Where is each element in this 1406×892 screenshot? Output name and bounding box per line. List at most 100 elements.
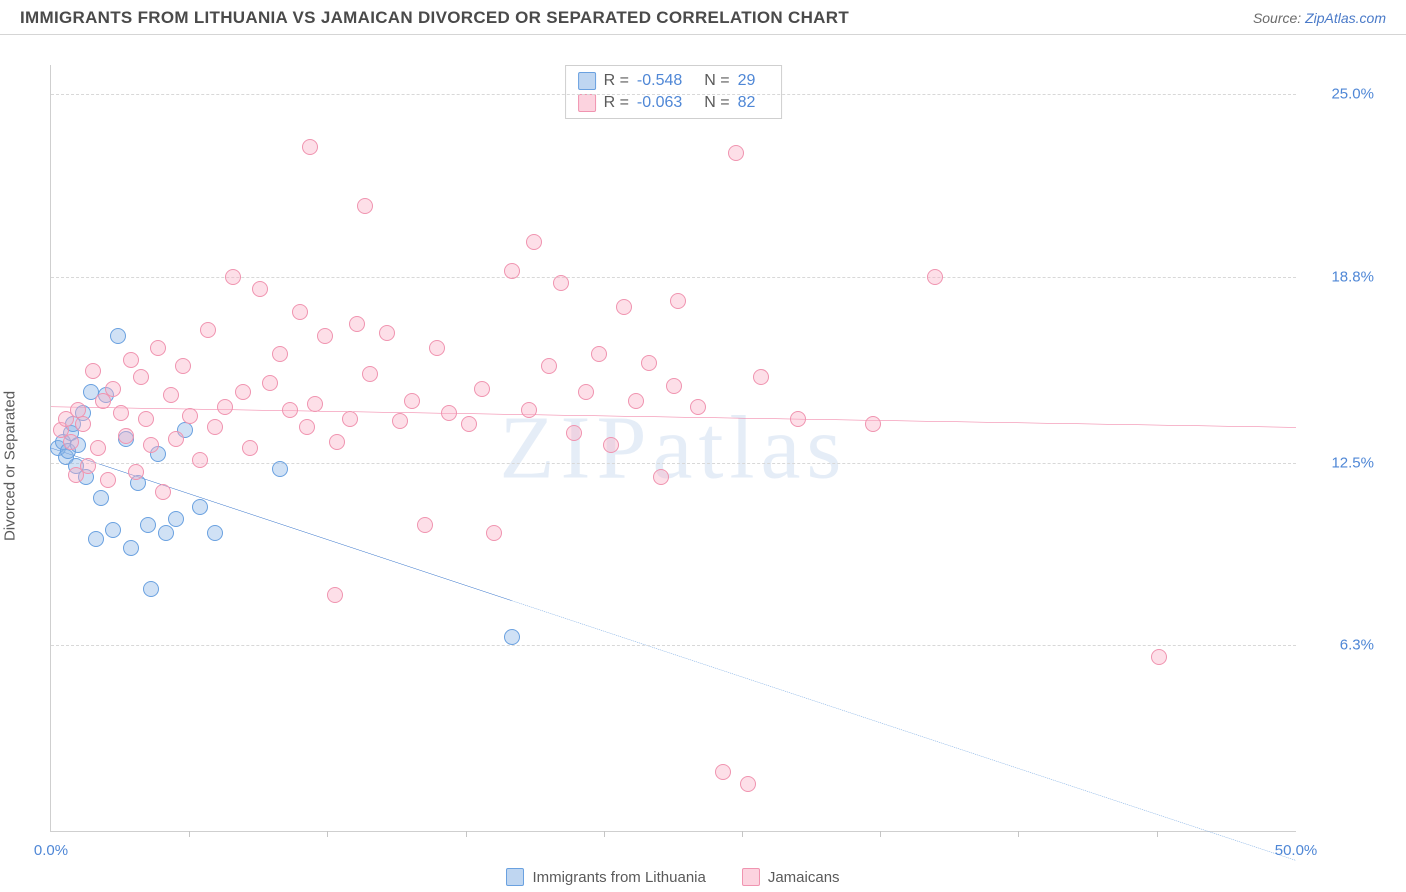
x-tick: [880, 831, 881, 837]
scatter-point: [927, 269, 943, 285]
scatter-point: [292, 304, 308, 320]
scatter-point: [128, 464, 144, 480]
scatter-point: [105, 522, 121, 538]
scatter-point: [653, 469, 669, 485]
scatter-point: [526, 234, 542, 250]
scatter-point: [105, 381, 121, 397]
scatter-point: [90, 440, 106, 456]
scatter-point: [790, 411, 806, 427]
scatter-point: [138, 411, 154, 427]
x-tick: [1018, 831, 1019, 837]
legend-stats-row: R = -0.548 N = 29: [578, 70, 770, 92]
scatter-point: [417, 517, 433, 533]
scatter-point: [342, 411, 358, 427]
x-tick: [466, 831, 467, 837]
scatter-point: [133, 369, 149, 385]
scatter-point: [521, 402, 537, 418]
scatter-point: [670, 293, 686, 309]
scatter-point: [143, 437, 159, 453]
scatter-point: [225, 269, 241, 285]
scatter-point: [566, 425, 582, 441]
gridline: [51, 645, 1296, 646]
legend-n-value: 82: [738, 94, 756, 112]
scatter-point: [182, 408, 198, 424]
scatter-point: [541, 358, 557, 374]
y-tick-label: 18.8%: [1331, 269, 1374, 286]
scatter-point: [715, 764, 731, 780]
scatter-point: [299, 419, 315, 435]
source-prefix: Source:: [1253, 10, 1305, 26]
scatter-point: [628, 393, 644, 409]
legend-r-label: R =: [604, 72, 629, 90]
x-tick: [742, 831, 743, 837]
source-link[interactable]: ZipAtlas.com: [1305, 10, 1386, 26]
scatter-point: [75, 416, 91, 432]
trend-line: [51, 407, 1296, 428]
plot-region: ZIPatlas R = -0.548 N = 29 R = -0.063 N …: [50, 65, 1296, 832]
scatter-point: [242, 440, 258, 456]
legend-label: Immigrants from Lithuania: [532, 869, 705, 886]
scatter-point: [329, 434, 345, 450]
scatter-point: [603, 437, 619, 453]
scatter-point: [150, 340, 166, 356]
y-tick-label: 25.0%: [1331, 86, 1374, 103]
bottom-legend: Immigrants from Lithuania Jamaicans: [50, 868, 1296, 886]
scatter-point: [143, 581, 159, 597]
scatter-point: [110, 328, 126, 344]
scatter-point: [163, 387, 179, 403]
scatter-point: [262, 375, 278, 391]
scatter-point: [235, 384, 251, 400]
scatter-point: [461, 416, 477, 432]
scatter-point: [207, 419, 223, 435]
gridline: [51, 94, 1296, 95]
scatter-point: [666, 378, 682, 394]
scatter-point: [690, 399, 706, 415]
scatter-point: [85, 363, 101, 379]
scatter-point: [192, 499, 208, 515]
legend-swatch-blue: [578, 72, 596, 90]
legend-n-label: N =: [704, 72, 729, 90]
x-tick: [327, 831, 328, 837]
scatter-point: [578, 384, 594, 400]
scatter-point: [349, 316, 365, 332]
scatter-point: [1151, 649, 1167, 665]
y-tick-label: 6.3%: [1340, 637, 1374, 654]
scatter-point: [591, 346, 607, 362]
scatter-point: [317, 328, 333, 344]
scatter-point: [302, 139, 318, 155]
legend-swatch-pink: [742, 868, 760, 886]
scatter-point: [486, 525, 502, 541]
trend-line-extrapolated: [512, 601, 1296, 861]
scatter-point: [118, 428, 134, 444]
scatter-point: [307, 396, 323, 412]
x-tick-label: 50.0%: [1275, 842, 1318, 859]
legend-swatch-blue: [506, 868, 524, 886]
chart-title: IMMIGRANTS FROM LITHUANIA VS JAMAICAN DI…: [20, 8, 849, 28]
scatter-point: [404, 393, 420, 409]
scatter-point: [80, 458, 96, 474]
scatter-point: [474, 381, 490, 397]
gridline: [51, 463, 1296, 464]
scatter-point: [504, 263, 520, 279]
scatter-point: [113, 405, 129, 421]
scatter-point: [175, 358, 191, 374]
legend-r-label: R =: [604, 94, 629, 112]
scatter-point: [168, 431, 184, 447]
scatter-point: [740, 776, 756, 792]
scatter-point: [357, 198, 373, 214]
scatter-point: [379, 325, 395, 341]
scatter-point: [641, 355, 657, 371]
scatter-point: [192, 452, 208, 468]
chart-area: Divorced or Separated ZIPatlas R = -0.54…: [0, 40, 1406, 892]
x-tick-label: 0.0%: [34, 842, 68, 859]
scatter-point: [282, 402, 298, 418]
scatter-point: [217, 399, 233, 415]
trend-lines-svg: [51, 65, 1296, 831]
scatter-point: [753, 369, 769, 385]
scatter-point: [362, 366, 378, 382]
scatter-point: [207, 525, 223, 541]
x-tick: [1157, 831, 1158, 837]
source-attribution: Source: ZipAtlas.com: [1253, 10, 1386, 26]
scatter-point: [429, 340, 445, 356]
legend-r-value: -0.063: [637, 94, 682, 112]
